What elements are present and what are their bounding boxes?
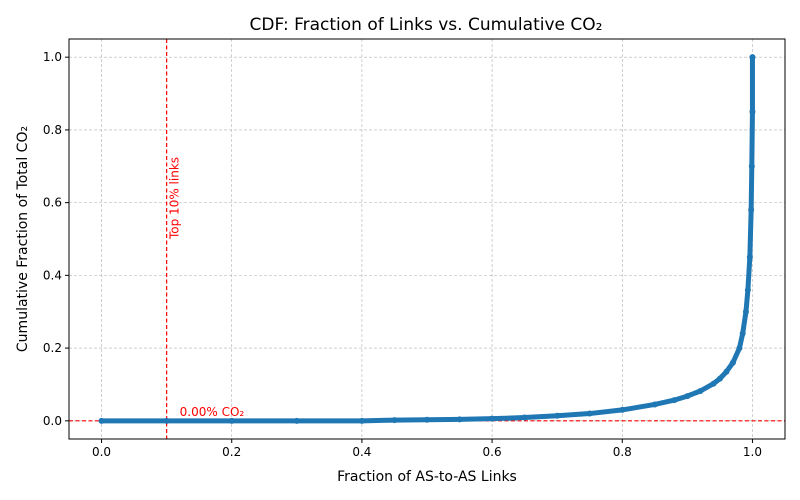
x-tick-label: 0.6 xyxy=(483,445,502,459)
x-tick-label: 1.0 xyxy=(743,445,762,459)
data-point xyxy=(651,401,658,408)
data-point xyxy=(521,414,528,421)
data-point xyxy=(671,397,678,404)
data-point xyxy=(98,417,105,424)
data-point xyxy=(586,410,593,417)
data-point xyxy=(358,417,365,424)
plot-frame xyxy=(68,38,786,440)
chart-title: CDF: Fraction of Links vs. Cumulative CO… xyxy=(250,15,603,35)
data-point xyxy=(391,417,398,424)
data-point xyxy=(748,206,755,213)
data-point xyxy=(228,417,235,424)
data-point xyxy=(489,415,496,422)
data-point xyxy=(424,416,430,423)
data-point xyxy=(554,412,561,419)
x-tick-label: 0.4 xyxy=(352,445,371,459)
data-point xyxy=(736,345,743,352)
data-point xyxy=(293,417,300,424)
reference-labels: Top 10% links 0.00% CO₂ xyxy=(168,157,245,419)
data-point xyxy=(742,308,749,315)
data-point xyxy=(716,375,723,382)
data-point xyxy=(619,406,626,413)
data-point xyxy=(748,163,755,170)
data-point xyxy=(710,380,717,387)
data-point xyxy=(684,393,691,400)
y-tick-label: 1.0 xyxy=(43,50,62,64)
data-point xyxy=(749,108,756,115)
y-tick-label: 0.4 xyxy=(43,268,62,282)
x-tick-label: 0.2 xyxy=(222,445,241,459)
data-point xyxy=(749,54,756,61)
y-axis-ticks: 0.0 0.2 0.4 0.6 0.8 1.0 xyxy=(43,50,69,428)
data-point xyxy=(744,286,751,293)
data-series xyxy=(98,54,756,424)
y-tick-label: 0.2 xyxy=(43,341,62,355)
y-axis-label: Cumulative Fraction of Total CO₂ xyxy=(15,126,31,352)
series-line xyxy=(99,54,755,424)
x-axis-ticks: 0.0 0.2 0.4 0.6 0.8 1.0 xyxy=(92,439,762,459)
y-tick-label: 0.6 xyxy=(43,196,62,210)
horizontal-reference-label: 0.00% CO₂ xyxy=(180,405,245,419)
data-point xyxy=(697,388,704,394)
data-point xyxy=(746,254,753,261)
data-point xyxy=(456,416,463,423)
data-point xyxy=(723,368,730,375)
y-tick-label: 0.0 xyxy=(43,414,62,428)
data-point xyxy=(739,330,746,337)
x-tick-label: 0.8 xyxy=(613,445,632,459)
data-point xyxy=(729,359,736,366)
x-axis-label: Fraction of AS-to-AS Links xyxy=(337,469,517,485)
y-tick-label: 0.8 xyxy=(43,123,62,137)
data-point xyxy=(163,417,170,424)
vertical-reference-label: Top 10% links xyxy=(168,157,182,240)
x-tick-label: 0.0 xyxy=(92,445,111,459)
